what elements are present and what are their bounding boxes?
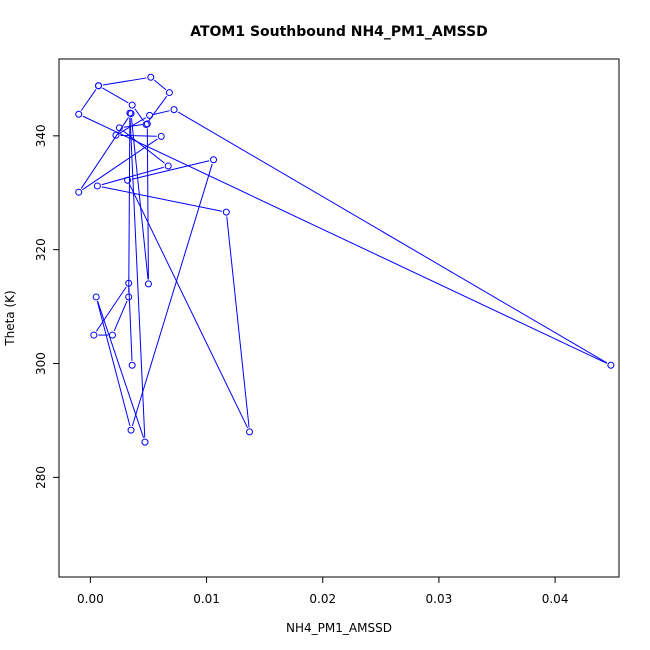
series-line-segment [129, 184, 249, 429]
chart-title: ATOM1 Southbound NH4_PM1_AMSSD [190, 24, 488, 40]
data-point [95, 82, 103, 90]
data-point [165, 89, 173, 97]
series-line-segment [101, 186, 222, 212]
y-axis: 280 300 320 340 [34, 124, 60, 489]
series-line-segment [80, 89, 97, 111]
data-point [607, 361, 615, 369]
series-line-segment [131, 160, 210, 180]
series-line-segment [134, 108, 144, 122]
y-tick-label: 300 [34, 352, 48, 375]
data-point [92, 293, 100, 301]
series-line-segment [128, 117, 131, 293]
series-line-segment [82, 115, 608, 364]
data-point [75, 110, 83, 118]
data-point [246, 428, 254, 436]
series-line-segment [113, 300, 128, 332]
series-line-segment [102, 77, 147, 86]
data-point [147, 73, 155, 81]
data-point [144, 280, 152, 288]
series-line-segment [95, 286, 127, 332]
x-tick-label: 0.03 [426, 592, 453, 606]
data-point [124, 176, 132, 184]
data-point [157, 132, 165, 140]
series-line-segment [153, 110, 170, 115]
series-line-segment [130, 118, 149, 280]
data-point [128, 101, 136, 109]
y-tick-label: 340 [34, 124, 48, 147]
data-point [115, 124, 123, 132]
series-group [75, 73, 615, 446]
plot-frame [58, 58, 620, 578]
x-tick-label: 0.00 [77, 592, 104, 606]
y-tick-label: 280 [34, 466, 48, 489]
series-line-segment [102, 87, 129, 104]
x-axis: 0.00 0.01 0.02 0.03 0.04 [77, 576, 569, 606]
series-line-segment [119, 117, 147, 134]
series-line-segment [177, 111, 608, 364]
series-line-segment [226, 216, 250, 428]
data-point [112, 131, 120, 139]
series-line-segment [123, 124, 143, 128]
data-point [127, 426, 135, 434]
series-line-segment [120, 134, 157, 137]
data-point [222, 208, 230, 216]
series-line-segment [153, 79, 167, 91]
x-tick-label: 0.02 [309, 592, 336, 606]
data-point [125, 279, 133, 287]
series-line-segment [96, 301, 131, 426]
data-point [141, 438, 149, 446]
x-tick-label: 0.04 [542, 592, 569, 606]
data-point [93, 182, 101, 190]
series-line-segment [80, 117, 129, 189]
data-point [126, 109, 134, 117]
series-line-segment [148, 95, 168, 122]
data-point [128, 361, 136, 369]
data-point [125, 293, 133, 301]
series-line-segment [82, 138, 158, 191]
data-point [143, 120, 151, 128]
data-point [170, 106, 178, 114]
data-point [90, 331, 98, 339]
series-line-segment [146, 128, 149, 280]
y-tick-label: 320 [34, 238, 48, 261]
data-point [164, 162, 172, 170]
series-line-segment [97, 301, 145, 438]
x-tick-label: 0.01 [193, 592, 220, 606]
y-axis-label: Theta (K) [3, 290, 17, 346]
series-line-segment [131, 163, 213, 426]
x-axis-label: NH4_PM1_AMSSD [286, 621, 392, 635]
data-point [108, 331, 116, 339]
data-point [210, 156, 218, 164]
series-line-segment [129, 117, 146, 438]
data-point [75, 188, 83, 196]
data-point [146, 111, 154, 119]
